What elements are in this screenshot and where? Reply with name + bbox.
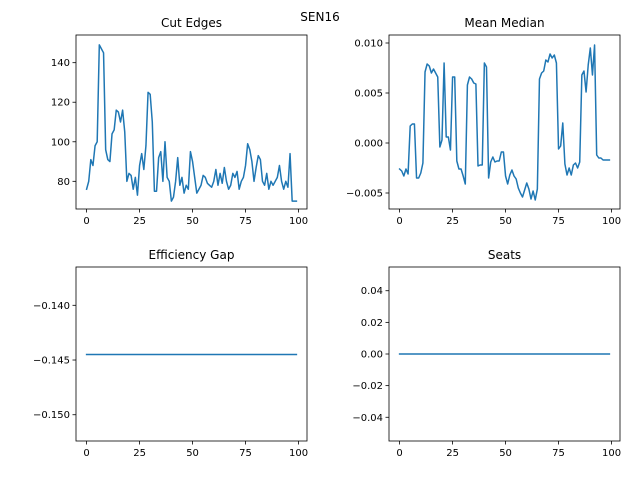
x-tick-label-seats: 100 [602,448,621,459]
x-tick-label-cut-edges: 0 [83,216,89,227]
axes-frame-cut-edges [75,34,308,210]
x-tick-label-cut-edges: 50 [186,216,199,227]
figure-suptitle: SEN16 [300,10,339,24]
x-tick-label-seats: 50 [499,448,512,459]
y-tick-label-mean-median: −0.005 [346,189,383,200]
y-tick-label-efficiency-gap: −0.140 [33,301,70,312]
subplot-seats: Seats 0 25 50 75 100 −0.04 −0.02 0.00 0.02 0.04 [352,248,621,459]
x-tick-label-seats: 0 [396,448,402,459]
x-tick-label-efficiency-gap: 25 [133,448,146,459]
x-tick-label-seats: 75 [552,448,565,459]
y-tick-label-mean-median: 0.000 [354,139,383,150]
ticks-cut-edges: 0 25 50 75 100 80 100 120 140 [51,58,308,227]
y-tick-label-cut-edges: 100 [51,137,70,148]
x-tick-label-cut-edges: 75 [239,216,252,227]
subplot-title-mean-median: Mean Median [464,16,544,30]
x-tick-label-efficiency-gap: 0 [83,448,89,459]
y-tick-label-seats: −0.04 [352,413,383,424]
axes-frame-seats [388,266,621,442]
series-line-mean-median [398,44,611,201]
y-tick-label-efficiency-gap: −0.150 [33,410,70,421]
y-tick-label-mean-median: 0.010 [354,39,383,50]
x-tick-label-cut-edges: 100 [289,216,308,227]
x-tick-label-efficiency-gap: 75 [239,448,252,459]
subplot-efficiency-gap: Efficiency Gap 0 25 50 75 100 −0.150 −0.145 −0.… [33,248,308,459]
x-tick-label-efficiency-gap: 50 [186,448,199,459]
y-tick-label-seats: 0.02 [361,318,383,329]
y-tick-label-mean-median: 0.005 [354,89,383,100]
ticks-mean-median: 0 25 50 75 100 −0.005 0.000 0.005 0.010 [346,39,621,228]
series-line-cut-edges [85,44,298,202]
subplot-title-cut-edges: Cut Edges [161,16,222,30]
x-tick-label-cut-edges: 25 [133,216,146,227]
x-tick-label-efficiency-gap: 100 [289,448,308,459]
y-tick-label-seats: 0.00 [361,350,383,361]
subplot-title-efficiency-gap: Efficiency Gap [149,248,235,262]
x-tick-label-mean-median: 25 [446,216,459,227]
x-tick-label-seats: 25 [446,448,459,459]
y-tick-label-cut-edges: 140 [51,58,70,69]
y-tick-label-cut-edges: 120 [51,98,70,109]
y-tick-label-efficiency-gap: −0.145 [33,356,70,367]
ticks-efficiency-gap: 0 25 50 75 100 −0.150 −0.145 −0.140 [33,301,308,459]
x-tick-label-mean-median: 100 [602,216,621,227]
ticks-seats: 0 25 50 75 100 −0.04 −0.02 0.00 0.02 0.04 [352,286,621,459]
y-tick-label-seats: −0.02 [352,381,383,392]
subplot-mean-median: Mean Median 0 25 50 75 100 −0.005 0.000 0.005 0.… [346,16,621,227]
x-tick-label-mean-median: 75 [552,216,565,227]
subplot-cut-edges: Cut Edges 0 25 50 75 100 80 100 120 140 [51,16,308,227]
x-tick-label-mean-median: 50 [499,216,512,227]
y-tick-label-cut-edges: 80 [57,177,70,188]
axes-frame-efficiency-gap [75,266,308,442]
subplot-title-seats: Seats [488,248,521,262]
axes-frame-mean-median [388,34,621,210]
y-tick-label-seats: 0.04 [361,286,383,297]
x-tick-label-mean-median: 0 [396,216,402,227]
